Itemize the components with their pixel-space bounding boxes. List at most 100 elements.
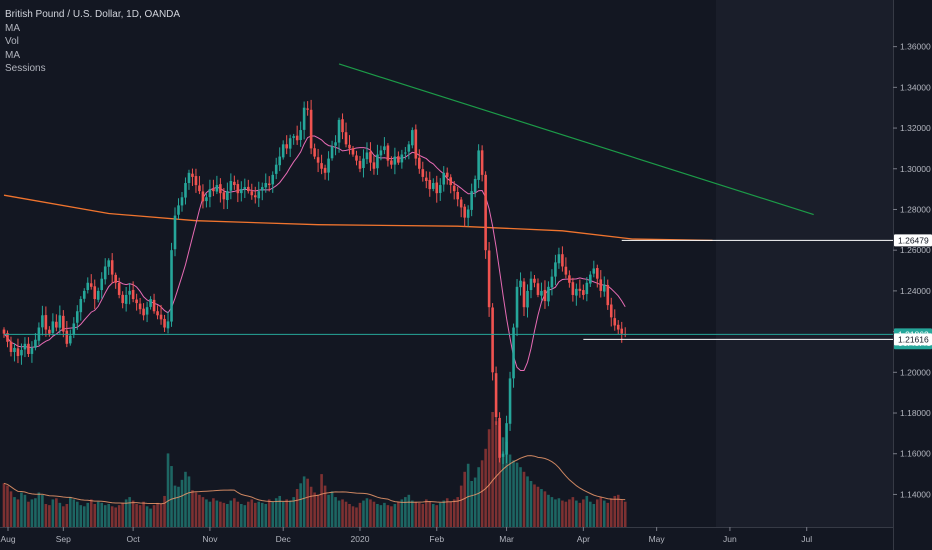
candle-body xyxy=(316,157,320,163)
candle-body xyxy=(191,173,194,177)
legend-indicator-vol[interactable]: Vol xyxy=(5,36,19,47)
candle-body xyxy=(515,286,519,328)
candle-body xyxy=(620,328,624,334)
candle-body xyxy=(41,315,44,328)
candle-body xyxy=(400,154,404,163)
volume-bar xyxy=(82,506,86,527)
volume-bar xyxy=(23,494,27,527)
candle-body xyxy=(159,314,163,320)
legend-indicator-sessions[interactable]: Sessions xyxy=(5,63,46,74)
candle-body xyxy=(82,290,86,299)
volume-bar xyxy=(250,499,254,527)
volume-bar xyxy=(222,502,226,527)
volume-bar xyxy=(187,476,191,527)
candle-body xyxy=(226,191,229,201)
volume-bar xyxy=(508,454,512,527)
candle-body xyxy=(6,333,9,342)
candle-body xyxy=(2,329,6,334)
volume-bar xyxy=(281,501,285,527)
volume-bar xyxy=(267,499,271,527)
volume-bar xyxy=(616,494,620,527)
volume-bar xyxy=(491,412,494,527)
volume-bar xyxy=(86,502,90,527)
volume-bar xyxy=(599,497,603,527)
volume-bar xyxy=(418,502,421,527)
volume-bar xyxy=(449,501,453,527)
legend-indicator-ma-volume[interactable]: MA xyxy=(5,49,20,61)
volume-bar xyxy=(117,505,121,527)
candle-body xyxy=(505,423,508,455)
volume-bar xyxy=(515,462,519,527)
candle-body xyxy=(522,281,526,308)
candle-body xyxy=(89,283,93,287)
candle-body xyxy=(274,164,278,174)
volume-bar xyxy=(337,500,341,527)
y-tick-label: 1.36000 xyxy=(900,42,931,52)
volume-bar xyxy=(55,498,58,527)
candle-body xyxy=(355,155,358,161)
candle-body xyxy=(512,327,515,379)
x-tick-label: Sep xyxy=(56,534,71,544)
volume-bar xyxy=(170,466,173,527)
candle-body xyxy=(194,176,198,186)
candle-body xyxy=(96,290,100,300)
candle-body xyxy=(240,189,243,194)
candle-body xyxy=(414,129,418,159)
volume-bar xyxy=(435,505,439,527)
candle-body xyxy=(27,343,30,354)
candle-body xyxy=(386,145,390,161)
candle-body xyxy=(34,339,37,348)
volume-bar xyxy=(72,499,76,527)
candle-body xyxy=(243,187,247,190)
candle-body xyxy=(418,157,421,169)
candle-body xyxy=(407,144,411,152)
volume-bar xyxy=(341,499,344,527)
forecast-zone xyxy=(715,0,893,527)
candle-body xyxy=(578,288,582,291)
volume-bar xyxy=(253,502,257,527)
candle-body xyxy=(236,184,240,194)
legend-title[interactable]: British Pound / U.S. Dollar, 1D, OANDA xyxy=(5,9,181,20)
candle-body xyxy=(606,284,610,306)
volume-bar xyxy=(152,505,156,527)
candle-body xyxy=(124,294,128,304)
volume-bar xyxy=(456,497,459,527)
volume-bar xyxy=(62,506,65,527)
volume-bar xyxy=(16,499,20,527)
candle-body xyxy=(526,290,529,308)
candle-body xyxy=(292,136,295,138)
volume-bar xyxy=(379,505,383,527)
volume-bar xyxy=(131,500,135,527)
volume-bar xyxy=(512,460,515,527)
candle-body xyxy=(69,335,72,344)
volume-bar xyxy=(34,498,37,527)
volume-bar xyxy=(302,476,306,527)
candle-body xyxy=(582,290,585,295)
volume-bar xyxy=(138,505,142,527)
candle-body xyxy=(330,146,334,159)
candle-body xyxy=(341,119,344,133)
volume-bar xyxy=(114,507,117,527)
candle-body xyxy=(533,278,536,283)
candle-body xyxy=(264,183,268,188)
volume-bar xyxy=(438,502,442,527)
volume-bar xyxy=(212,498,215,527)
candle-body xyxy=(215,185,219,192)
candle-body xyxy=(16,348,20,357)
indicator-lines xyxy=(3,135,713,505)
volume-bar xyxy=(568,499,571,527)
candle-body xyxy=(320,163,323,169)
volume-bar xyxy=(292,497,295,527)
candle-body xyxy=(260,187,264,191)
candle-body xyxy=(100,278,104,291)
candle-body xyxy=(233,181,236,186)
volume-bar xyxy=(390,506,393,527)
candle-body xyxy=(609,304,613,318)
legend-indicator-ma[interactable]: MA xyxy=(5,22,20,34)
volume-bar xyxy=(6,485,9,527)
candle-body xyxy=(86,282,90,291)
candle-body xyxy=(62,315,65,332)
y-tick-label: 1.32000 xyxy=(900,123,931,133)
volume-bar xyxy=(159,504,163,527)
